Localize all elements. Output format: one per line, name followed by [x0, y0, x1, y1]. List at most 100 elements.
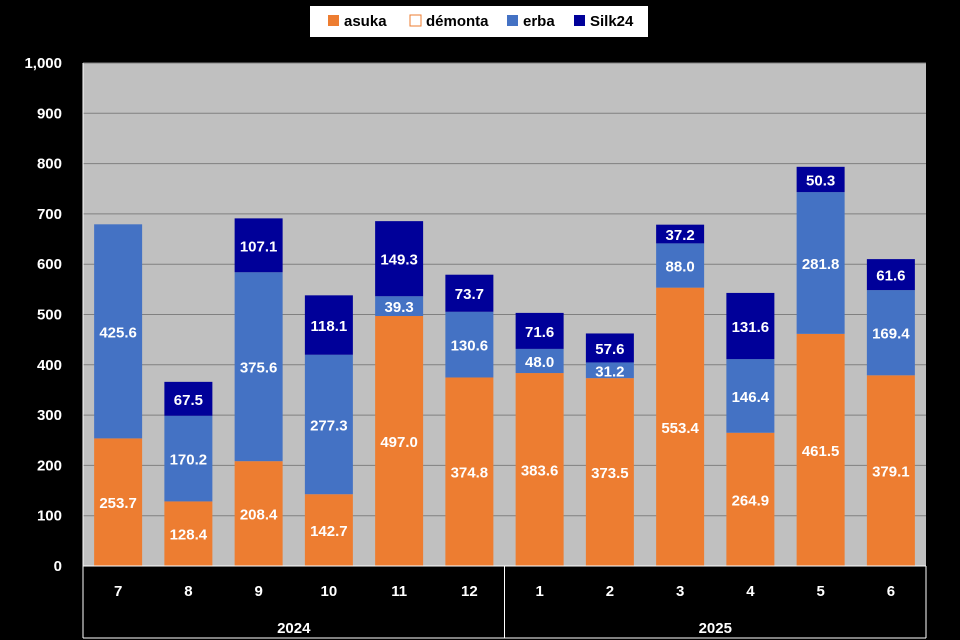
- x-group-label: 2025: [699, 620, 732, 637]
- bar-segment-erba: [585, 362, 634, 379]
- data-label: 281.8: [802, 256, 840, 273]
- bar-segment-erba: [164, 415, 213, 502]
- legend-label: démonta: [426, 13, 489, 30]
- bar-segment-erba: [445, 311, 494, 378]
- data-label: 128.4: [170, 527, 208, 544]
- legend-swatch: [409, 14, 422, 27]
- legend-swatch: [507, 15, 518, 26]
- bar-segment-asuka: [164, 501, 213, 566]
- bar-segment-erba: [726, 359, 775, 433]
- bar-segment-silk24: [304, 295, 353, 355]
- data-label: 264.9: [732, 492, 770, 509]
- data-label: 118.1: [311, 318, 348, 335]
- bar-segment-asuka: [234, 461, 283, 566]
- x-tick-label: 6: [887, 583, 895, 600]
- x-tick-label: 9: [254, 583, 262, 600]
- data-label: 374.8: [451, 465, 489, 482]
- bar-segment-silk24: [375, 221, 424, 297]
- legend-label: asuka: [344, 13, 387, 30]
- x-group-label: 2024: [277, 620, 311, 637]
- bar-segment-silk24: [796, 166, 845, 193]
- data-label: 39.3: [385, 299, 414, 316]
- bar-segment-asuka: [445, 377, 494, 566]
- bar-segment-silk24: [515, 312, 564, 349]
- bar-segment-erba: [375, 296, 424, 317]
- bar-segment-asuka: [796, 333, 845, 566]
- data-label: 208.4: [240, 507, 278, 524]
- x-tick-label: 8: [184, 583, 192, 600]
- bars: 253.7 425.6 128.4 170.2 67.5 208.4 375.6 107.1 1…: [94, 166, 915, 566]
- bar-segment-asuka: [94, 438, 143, 566]
- data-label: 130.6: [451, 338, 489, 355]
- x-tick-label: 10: [321, 583, 338, 600]
- data-label: 373.5: [591, 465, 629, 482]
- data-label: 71.6: [525, 324, 554, 341]
- bar-segment-silk24: [585, 333, 634, 363]
- legend-label: Silk24: [590, 13, 634, 30]
- data-label: 383.6: [521, 463, 559, 480]
- data-label: 73.7: [455, 286, 484, 303]
- data-label: 57.6: [595, 341, 624, 358]
- x-tick-label: 3: [676, 583, 684, 600]
- data-label: 461.5: [802, 443, 840, 460]
- data-label: 48.0: [525, 354, 554, 371]
- plot-area: [83, 62, 926, 566]
- bar-segment-silk24: [656, 224, 705, 244]
- y-tick-label: 800: [37, 156, 62, 173]
- bar-segment-erba: [866, 290, 915, 376]
- x-tick-label: 12: [461, 583, 478, 600]
- legend-swatch: [328, 15, 339, 26]
- data-label: 169.4: [872, 326, 910, 343]
- data-label: 88.0: [666, 259, 695, 276]
- bar-segment-erba: [234, 272, 283, 462]
- legend-box: [310, 6, 648, 37]
- data-label: 425.6: [99, 324, 137, 341]
- y-tick-label: 500: [37, 307, 62, 324]
- data-label: 497.0: [380, 434, 418, 451]
- data-label: 67.5: [174, 392, 203, 409]
- x-tick-label: 7: [114, 583, 122, 600]
- data-label: 253.7: [99, 495, 137, 512]
- data-label: 149.3: [380, 252, 418, 269]
- bar-segment-asuka: [726, 432, 775, 566]
- data-label: 142.7: [310, 523, 348, 540]
- bar-segment-erba: [94, 224, 143, 439]
- x-tick-label: 5: [816, 583, 824, 600]
- y-tick-label: 900: [37, 105, 62, 122]
- legend: asuka démonta erba Silk24: [310, 6, 648, 37]
- data-label: 375.6: [240, 360, 278, 377]
- bar-segment-asuka: [585, 378, 634, 566]
- bar-segment-erba: [656, 243, 705, 288]
- legend-label: erba: [523, 13, 555, 30]
- data-label: 107.1: [240, 238, 278, 255]
- legend-swatch: [574, 15, 585, 26]
- data-label: 553.4: [661, 420, 699, 437]
- x-tick-label: 11: [391, 583, 407, 600]
- x-tick-label: 2: [606, 583, 614, 600]
- y-tick-label: 1,000: [24, 55, 62, 72]
- y-tick-label: 300: [37, 407, 62, 424]
- data-label: 31.2: [595, 363, 624, 380]
- y-tick-label: 400: [37, 357, 62, 374]
- bar-segment-asuka: [304, 494, 353, 566]
- y-tick-label: 200: [37, 457, 62, 474]
- y-axis: 0 100 200 300 400 500 600 700 800 900 1,000: [24, 55, 62, 575]
- data-label: 170.2: [170, 452, 208, 469]
- y-tick-label: 0: [54, 558, 62, 575]
- data-label: 37.2: [666, 227, 695, 244]
- data-label: 146.4: [732, 389, 770, 406]
- y-tick-label: 600: [37, 256, 62, 273]
- bar-segment-silk24: [234, 218, 283, 273]
- data-label: 50.3: [806, 172, 835, 189]
- bar-segment-asuka: [656, 287, 705, 566]
- bar-segment-asuka: [375, 316, 424, 566]
- bar-segment-erba: [515, 348, 564, 374]
- bar-segment-silk24: [445, 274, 494, 312]
- data-label: 131.6: [732, 319, 770, 336]
- x-tick-label: 1: [535, 583, 543, 600]
- bar-segment-asuka: [866, 375, 915, 566]
- y-tick-label: 100: [37, 508, 62, 525]
- y-tick-label: 700: [37, 206, 62, 223]
